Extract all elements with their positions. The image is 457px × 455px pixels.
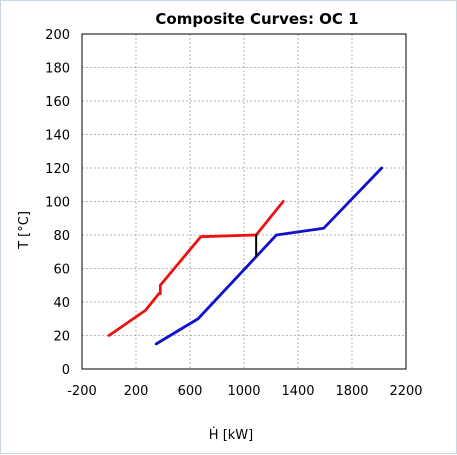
y-tick-label: 140 [45,129,70,144]
y-tick-label: 120 [45,162,70,177]
grid-lines [81,33,407,370]
y-tick-label: 0 [62,363,70,378]
y-tick-labels: 0 20 40 60 80 100 120 140 160 180 200 [45,28,70,378]
y-tick-label: 160 [45,95,70,110]
x-tick-label: -200 [67,384,97,399]
x-tick-label: 1000 [227,384,260,399]
series-lines [107,166,384,346]
y-axis-label: T [°C] [17,211,32,250]
x-tick-label: 2200 [389,384,422,399]
x-tick-label: 1400 [281,384,314,399]
y-tick-label: 100 [45,196,70,211]
x-tick-labels: -200 200 600 1000 1400 1800 2200 [67,384,422,399]
plot-area-border [81,33,407,370]
y-tick-label: 20 [53,330,70,345]
x-tick-label: 200 [124,384,149,399]
hot-composite-curve [107,200,285,337]
x-tick-label: 1800 [335,384,368,399]
y-tick-label: 180 [45,62,70,77]
chart-title: Composite Curves: OC 1 [155,10,358,28]
x-tick-label: 600 [178,384,203,399]
x-axis-label: Ḣ [kW] [209,427,253,443]
y-tick-label: 200 [45,28,70,43]
y-tick-label: 40 [53,296,70,311]
cold-composite-curve [154,166,384,346]
y-tick-label: 60 [53,263,70,278]
y-tick-label: 80 [53,229,70,244]
